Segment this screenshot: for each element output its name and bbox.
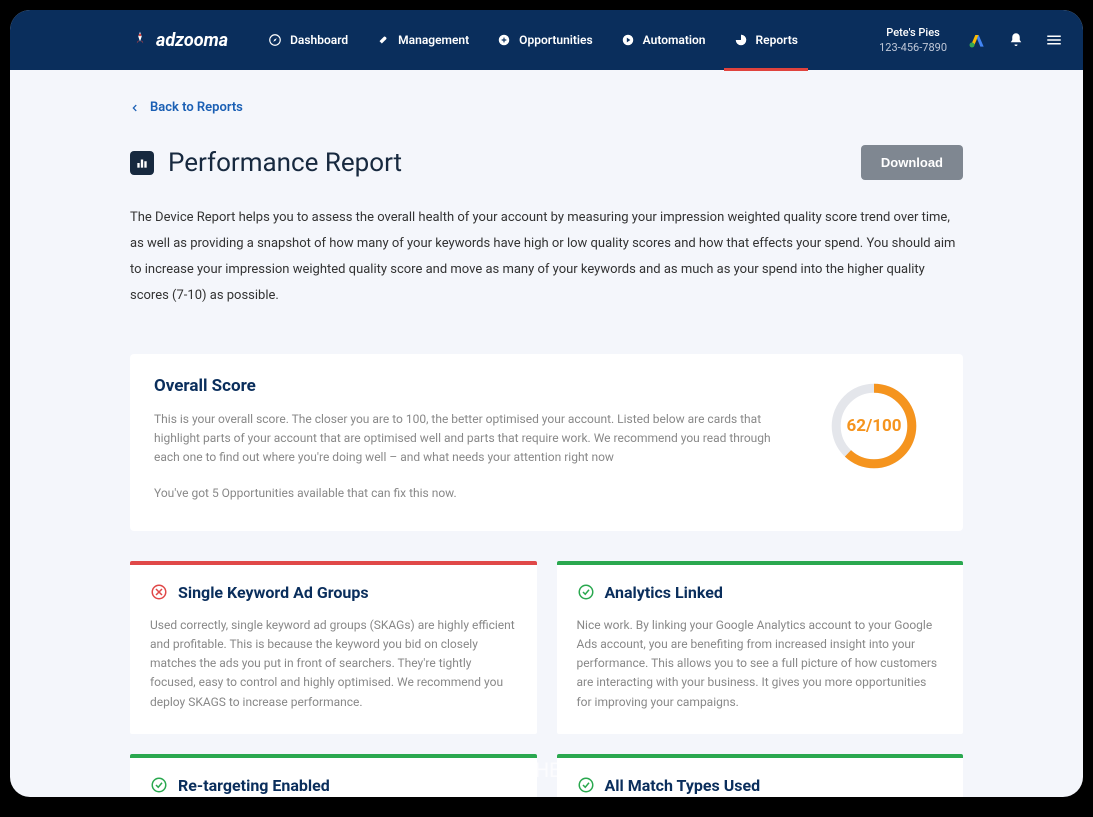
score-description: This is your overall score. The closer y… <box>154 410 789 468</box>
score-opportunities: You've got 5 Opportunities available tha… <box>154 484 789 503</box>
account-id: 123-456-7890 <box>879 40 947 55</box>
nav-label: Management <box>398 33 469 47</box>
nav-automation[interactable]: Automation <box>621 10 706 70</box>
chevron-left-icon <box>130 103 140 113</box>
plus-circle-icon <box>497 33 511 47</box>
hamburger-icon[interactable] <box>1045 31 1063 49</box>
card-all-match-types: All Match Types Used Nice one. Using all… <box>557 754 964 797</box>
download-button[interactable]: Download <box>861 145 963 180</box>
score-text: Overall Score This is your overall score… <box>154 376 789 503</box>
check-circle-icon <box>577 583 595 601</box>
wrench-icon <box>376 33 390 47</box>
insights-grid: Single Keyword Ad Groups Used correctly,… <box>130 561 963 797</box>
card-title: Re-targeting Enabled <box>178 776 330 795</box>
card-analytics-linked: Analytics Linked Nice work. By linking y… <box>557 561 964 734</box>
nav-management[interactable]: Management <box>376 10 469 70</box>
top-nav: adzooma Dashboard Management Opportuniti… <box>10 10 1083 70</box>
play-circle-icon <box>621 33 635 47</box>
page-title: Performance Report <box>168 148 402 178</box>
x-circle-icon <box>150 583 168 601</box>
card-title: Single Keyword Ad Groups <box>178 583 369 602</box>
card-description: Nice work. By linking your Google Analyt… <box>577 616 944 712</box>
compass-icon <box>268 33 282 47</box>
card-title: All Match Types Used <box>605 776 761 795</box>
pie-icon <box>734 33 748 47</box>
nav-label: Reports <box>756 33 798 47</box>
nav-dashboard[interactable]: Dashboard <box>268 10 348 70</box>
account-name: Pete's Pies <box>879 25 947 40</box>
account-info[interactable]: Pete's Pies 123-456-7890 <box>879 25 947 56</box>
card-description: Used correctly, single keyword ad groups… <box>150 616 517 712</box>
card-title: Analytics Linked <box>605 583 723 602</box>
brand-logo[interactable]: adzooma <box>130 30 228 51</box>
nav-label: Opportunities <box>519 33 593 47</box>
card-single-keyword-ad-groups: Single Keyword Ad Groups Used correctly,… <box>130 561 537 734</box>
bell-icon[interactable] <box>1007 31 1025 49</box>
brand-name: adzooma <box>156 30 228 51</box>
nav-reports[interactable]: Reports <box>734 10 798 70</box>
report-description: The Device Report helps you to assess th… <box>130 205 963 309</box>
page-header: Performance Report Download <box>130 145 963 180</box>
google-ads-icon <box>967 30 987 50</box>
back-link-label: Back to Reports <box>150 100 243 115</box>
check-circle-icon <box>577 776 595 794</box>
nav-label: Dashboard <box>290 33 348 47</box>
nav-items: Dashboard Management Opportunities Autom… <box>268 10 879 70</box>
rocket-icon <box>130 30 150 50</box>
page-title-wrap: Performance Report <box>130 148 402 178</box>
nav-opportunities[interactable]: Opportunities <box>497 10 593 70</box>
app-window: adzooma Dashboard Management Opportuniti… <box>10 10 1083 797</box>
score-ring-chart: 62/100 <box>829 381 919 471</box>
overall-score-card: Overall Score This is your overall score… <box>130 354 963 531</box>
card-retargeting-enabled: Re-targeting Enabled When visitors land … <box>130 754 537 797</box>
bar-chart-icon <box>130 151 154 175</box>
nav-right: Pete's Pies 123-456-7890 <box>879 25 1063 56</box>
back-to-reports-link[interactable]: Back to Reports <box>130 100 963 115</box>
check-circle-icon <box>150 776 168 794</box>
content-area: Back to Reports Performance Report Downl… <box>10 70 1083 797</box>
nav-label: Automation <box>643 33 706 47</box>
score-title: Overall Score <box>154 376 789 396</box>
score-value: 62/100 <box>846 416 901 436</box>
